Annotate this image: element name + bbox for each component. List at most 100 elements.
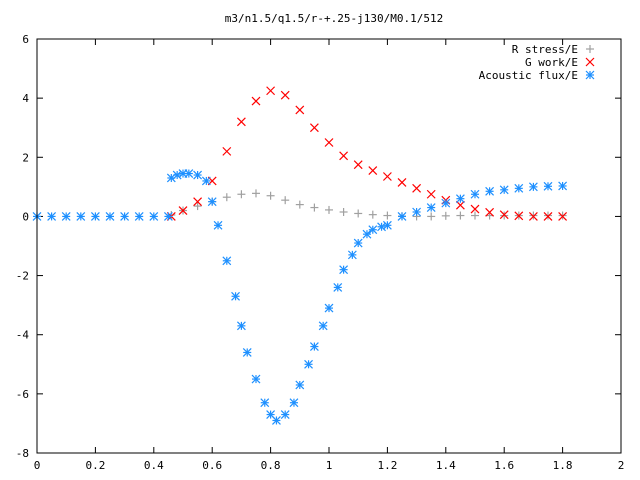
data-point xyxy=(528,212,538,221)
legend-marker-stroke xyxy=(585,70,595,80)
data-point xyxy=(324,138,334,147)
data-point xyxy=(207,197,217,207)
legend-marker xyxy=(585,70,595,80)
x-tick-label: 0.6 xyxy=(202,459,222,472)
data-point xyxy=(281,196,290,205)
data-point-stroke xyxy=(236,117,246,127)
data-point xyxy=(377,222,386,232)
data-point-stroke xyxy=(499,210,509,220)
data-point xyxy=(383,211,392,220)
data-point-stroke xyxy=(260,398,270,408)
data-point-stroke xyxy=(397,212,407,221)
data-point-stroke xyxy=(412,207,422,217)
x-tick-label: 2 xyxy=(618,459,625,472)
data-point-stroke xyxy=(105,212,115,221)
data-point-stroke xyxy=(353,238,363,248)
data-point xyxy=(397,177,407,187)
data-point xyxy=(485,186,495,196)
data-point xyxy=(260,398,270,408)
data-point-stroke xyxy=(280,410,290,419)
data-point-stroke xyxy=(304,359,313,369)
data-point-stroke xyxy=(499,185,509,195)
data-point xyxy=(528,182,538,192)
data-point xyxy=(397,212,407,221)
data-point xyxy=(544,211,552,220)
data-point xyxy=(426,189,436,199)
data-point xyxy=(237,190,246,199)
legend-label: G work/E xyxy=(525,56,578,69)
data-point-stroke xyxy=(47,212,57,221)
data-point xyxy=(201,176,211,186)
data-point-stroke xyxy=(184,169,194,178)
x-tick-label: 0.8 xyxy=(261,459,281,472)
data-point xyxy=(412,207,422,217)
data-point-stroke xyxy=(231,291,240,301)
data-point-stroke xyxy=(172,170,182,180)
data-point xyxy=(499,185,509,195)
data-point xyxy=(426,203,436,212)
data-point-stroke xyxy=(347,250,357,260)
data-point-stroke xyxy=(441,198,451,208)
data-point-stroke xyxy=(213,220,223,230)
data-point xyxy=(514,211,524,221)
data-point xyxy=(213,220,223,230)
data-point xyxy=(76,212,86,221)
data-point-stroke xyxy=(485,207,495,217)
data-point-stroke xyxy=(251,96,261,106)
data-point xyxy=(499,210,509,220)
data-point xyxy=(318,321,328,331)
data-point-stroke xyxy=(543,181,553,191)
data-point xyxy=(172,170,182,180)
data-point xyxy=(485,207,495,217)
data-point xyxy=(470,204,480,214)
x-tick-label: 1.8 xyxy=(553,459,573,472)
data-point-stroke xyxy=(61,212,71,221)
data-point xyxy=(272,416,281,425)
data-point xyxy=(382,172,392,181)
data-point xyxy=(295,105,305,115)
data-point xyxy=(61,212,71,221)
data-point xyxy=(368,225,378,235)
data-point xyxy=(295,380,305,390)
data-point-stroke xyxy=(353,160,363,170)
data-point xyxy=(310,203,319,212)
data-point-stroke xyxy=(382,172,392,181)
data-point xyxy=(304,359,313,369)
data-point-stroke xyxy=(193,197,203,207)
data-point xyxy=(347,250,357,260)
data-point xyxy=(412,183,422,193)
axis-ticks: 0 0.2 0.4 0.6 0.8 1 1.2 1.4 1.6 1.8 2 -8 -6 -4 -2 0 2 4 6 xyxy=(16,33,625,472)
data-point xyxy=(120,212,130,221)
data-point xyxy=(193,197,203,207)
data-point xyxy=(543,181,553,191)
data-point xyxy=(514,183,524,193)
data-point xyxy=(309,342,319,351)
data-point-stroke xyxy=(280,90,290,100)
x-tick-label: 1.2 xyxy=(377,459,397,472)
data-point xyxy=(339,151,349,161)
legend-label: Acoustic flux/E xyxy=(479,69,578,82)
data-point xyxy=(324,303,334,313)
data-point xyxy=(500,211,509,220)
data-point xyxy=(427,212,436,221)
data-point-stroke xyxy=(558,181,568,191)
data-point-stroke xyxy=(76,212,86,221)
data-point xyxy=(222,256,232,266)
data-point-stroke xyxy=(295,380,305,390)
data-point-stroke xyxy=(90,212,100,221)
data-point-stroke xyxy=(324,138,334,147)
plot-frame xyxy=(36,38,622,454)
data-point xyxy=(455,194,465,204)
data-point xyxy=(105,212,115,221)
data-point xyxy=(353,238,363,248)
data-point xyxy=(368,210,377,219)
data-point xyxy=(149,212,159,221)
data-point-stroke xyxy=(289,398,299,408)
data-point-stroke xyxy=(339,151,349,161)
data-point-stroke xyxy=(528,212,538,221)
data-point-stroke xyxy=(134,212,144,221)
x-tick-label: 1.6 xyxy=(494,459,514,472)
data-point-stroke xyxy=(207,197,217,207)
data-point xyxy=(362,229,372,239)
data-point-stroke xyxy=(543,212,553,221)
